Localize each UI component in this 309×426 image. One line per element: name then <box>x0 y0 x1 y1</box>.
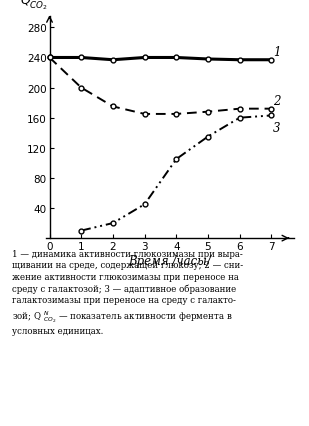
Text: 3: 3 <box>273 122 281 135</box>
Text: 2: 2 <box>273 95 281 108</box>
Text: 1 — динамика активности глюкозимазы при выра-
щивании на среде, содержащей глюко: 1 — динамика активности глюкозимазы при … <box>12 249 243 336</box>
Text: $Q^{N}_{CO_2}$: $Q^{N}_{CO_2}$ <box>19 0 48 13</box>
X-axis label: Время /часы/: Время /часы/ <box>129 254 211 267</box>
Text: 1: 1 <box>273 46 281 59</box>
